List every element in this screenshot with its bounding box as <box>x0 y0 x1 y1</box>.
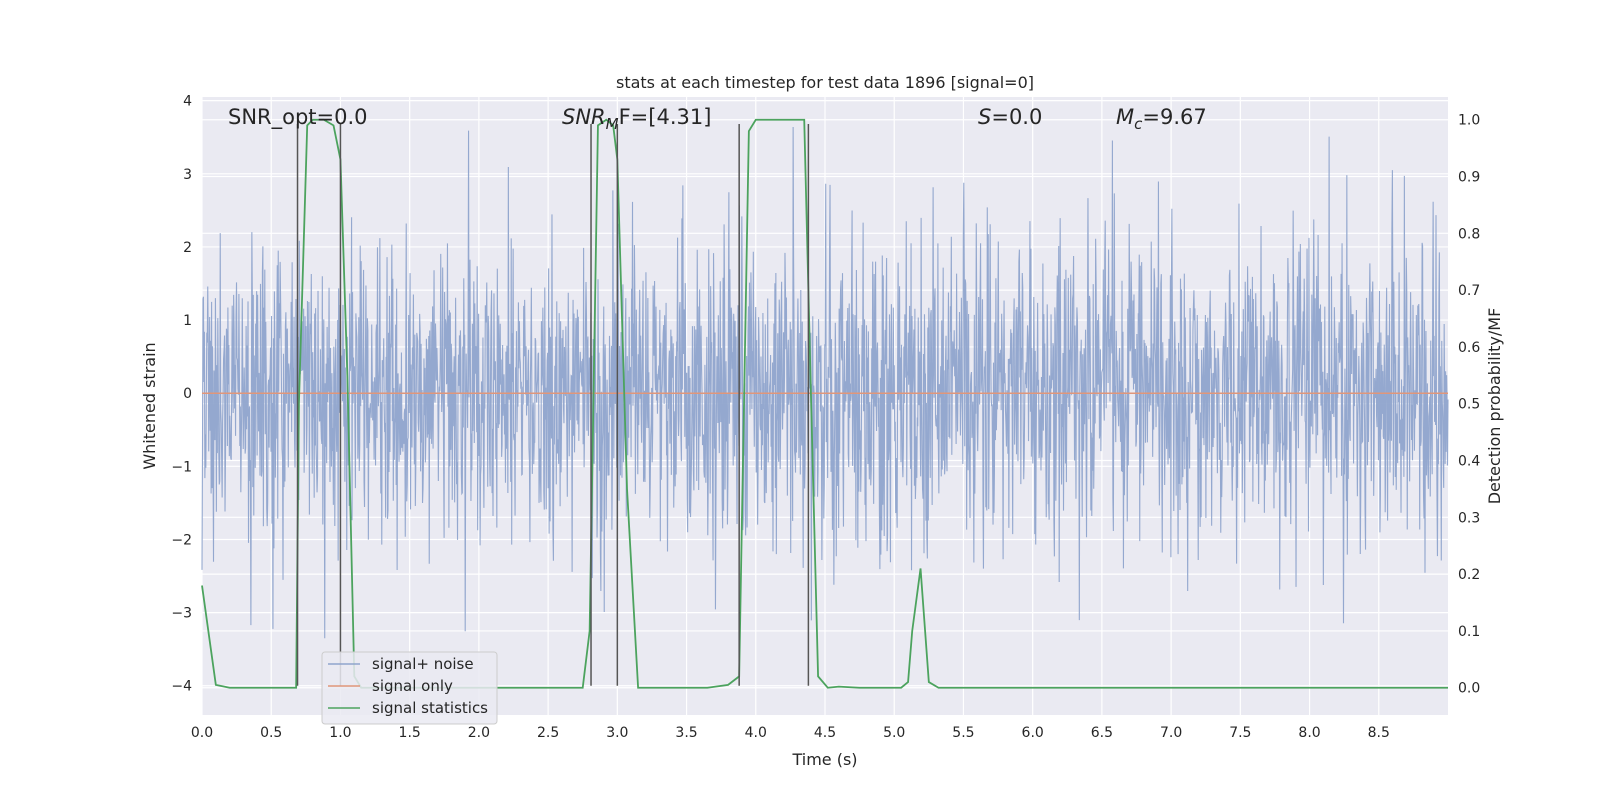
x-axis-ticks: 0.0 0.5 1.0 1.5 2.0 2.5 3.0 3.5 4.0 4.5 5.0 5.5 6.0 6… <box>191 725 1390 741</box>
x-tick-label: 6.5 <box>1091 725 1113 741</box>
annotation-s-rest: =0.0 <box>991 105 1042 129</box>
y-right-tick-label: 0.7 <box>1458 283 1480 299</box>
y-axis-left-ticks: 4 3 2 1 0 −1 −2 −3 −4 <box>171 94 192 695</box>
y-left-tick-label: 4 <box>183 94 192 110</box>
x-tick-label: 1.5 <box>399 725 421 741</box>
x-tick-label: 7.5 <box>1229 725 1251 741</box>
legend: signal+ noise signal only signal statist… <box>321 651 498 725</box>
y-right-tick-label: 0.0 <box>1458 681 1480 697</box>
annotation-s-main: S <box>978 105 991 129</box>
x-tick-label: 0.5 <box>260 725 282 741</box>
annotation-mc-rest: =9.67 <box>1142 105 1206 129</box>
noise-line <box>201 126 1449 639</box>
annotation-snr-mf-main: SNR <box>562 105 606 129</box>
annotation-mc-main: M <box>1116 105 1134 129</box>
y-axis-right-ticks: 1.0 0.9 0.8 0.7 0.6 0.5 0.4 0.3 0.2 0.1 0.0 <box>1458 113 1480 697</box>
y-right-tick-label: 0.6 <box>1458 340 1480 356</box>
x-tick-label: 2.0 <box>468 725 490 741</box>
annotation-snr-mf: SNRMF=[4.31] <box>562 105 711 133</box>
x-tick-label: 4.0 <box>745 725 767 741</box>
x-axis-label: Time (s) <box>791 750 857 769</box>
annotation-snr-opt: SNR_opt=0.0 <box>228 105 368 130</box>
y-left-tick-label: 0 <box>183 386 192 402</box>
x-tick-label: 7.0 <box>1160 725 1182 741</box>
x-tick-label: 2.5 <box>537 725 559 741</box>
y-axis-right-label: Detection probability/MF <box>1485 308 1504 505</box>
x-tick-label: 3.0 <box>606 725 628 741</box>
y-left-tick-label: −3 <box>171 606 192 622</box>
y-left-tick-label: 1 <box>183 313 192 329</box>
annotation-mc: Mc=9.67 <box>1116 105 1207 133</box>
x-tick-label: 4.5 <box>814 725 836 741</box>
legend-label-signal-noise: signal+ noise <box>372 655 474 673</box>
vertical-markers <box>296 124 810 686</box>
signal-statistics-series <box>201 118 1448 689</box>
x-tick-label: 5.0 <box>883 725 905 741</box>
y-right-tick-label: 0.1 <box>1458 624 1480 640</box>
y-axis-left-label: Whitened strain <box>140 342 159 469</box>
y-left-tick-label: 2 <box>183 240 192 256</box>
x-tick-label: 6.0 <box>1022 725 1044 741</box>
y-right-tick-label: 0.8 <box>1458 226 1480 242</box>
x-tick-label: 3.5 <box>675 725 697 741</box>
y-left-tick-label: −1 <box>171 459 192 475</box>
x-tick-label: 0.0 <box>191 725 213 741</box>
legend-label-signal-statistics: signal statistics <box>372 699 488 717</box>
x-tick-label: 5.5 <box>952 725 974 741</box>
x-tick-label: 1.0 <box>329 725 351 741</box>
statistics-line <box>201 118 1448 689</box>
y-right-tick-label: 1.0 <box>1458 113 1480 129</box>
y-right-tick-label: 0.3 <box>1458 510 1480 526</box>
annotation-mc-sub: c <box>1134 115 1143 133</box>
y-right-tick-label: 0.5 <box>1458 397 1480 413</box>
y-right-tick-label: 0.9 <box>1458 170 1480 186</box>
y-right-tick-label: 0.4 <box>1458 454 1480 470</box>
legend-label-signal-only: signal only <box>372 677 453 695</box>
legend-box <box>321 651 498 725</box>
y-left-tick-label: 3 <box>183 167 192 183</box>
x-tick-label: 8.0 <box>1298 725 1320 741</box>
annotation-s: S=0.0 <box>978 105 1042 129</box>
chart-title: stats at each timestep for test data 189… <box>616 73 1034 92</box>
y-right-tick-label: 0.2 <box>1458 567 1480 583</box>
x-tick-label: 8.5 <box>1368 725 1390 741</box>
signal-noise-series <box>201 126 1449 639</box>
y-left-tick-label: −2 <box>171 532 192 548</box>
annotation-snr-mf-rest: F=[4.31] <box>619 105 712 129</box>
y-left-tick-label: −4 <box>171 679 192 695</box>
annotation-snr-mf-sub: M <box>606 115 619 133</box>
